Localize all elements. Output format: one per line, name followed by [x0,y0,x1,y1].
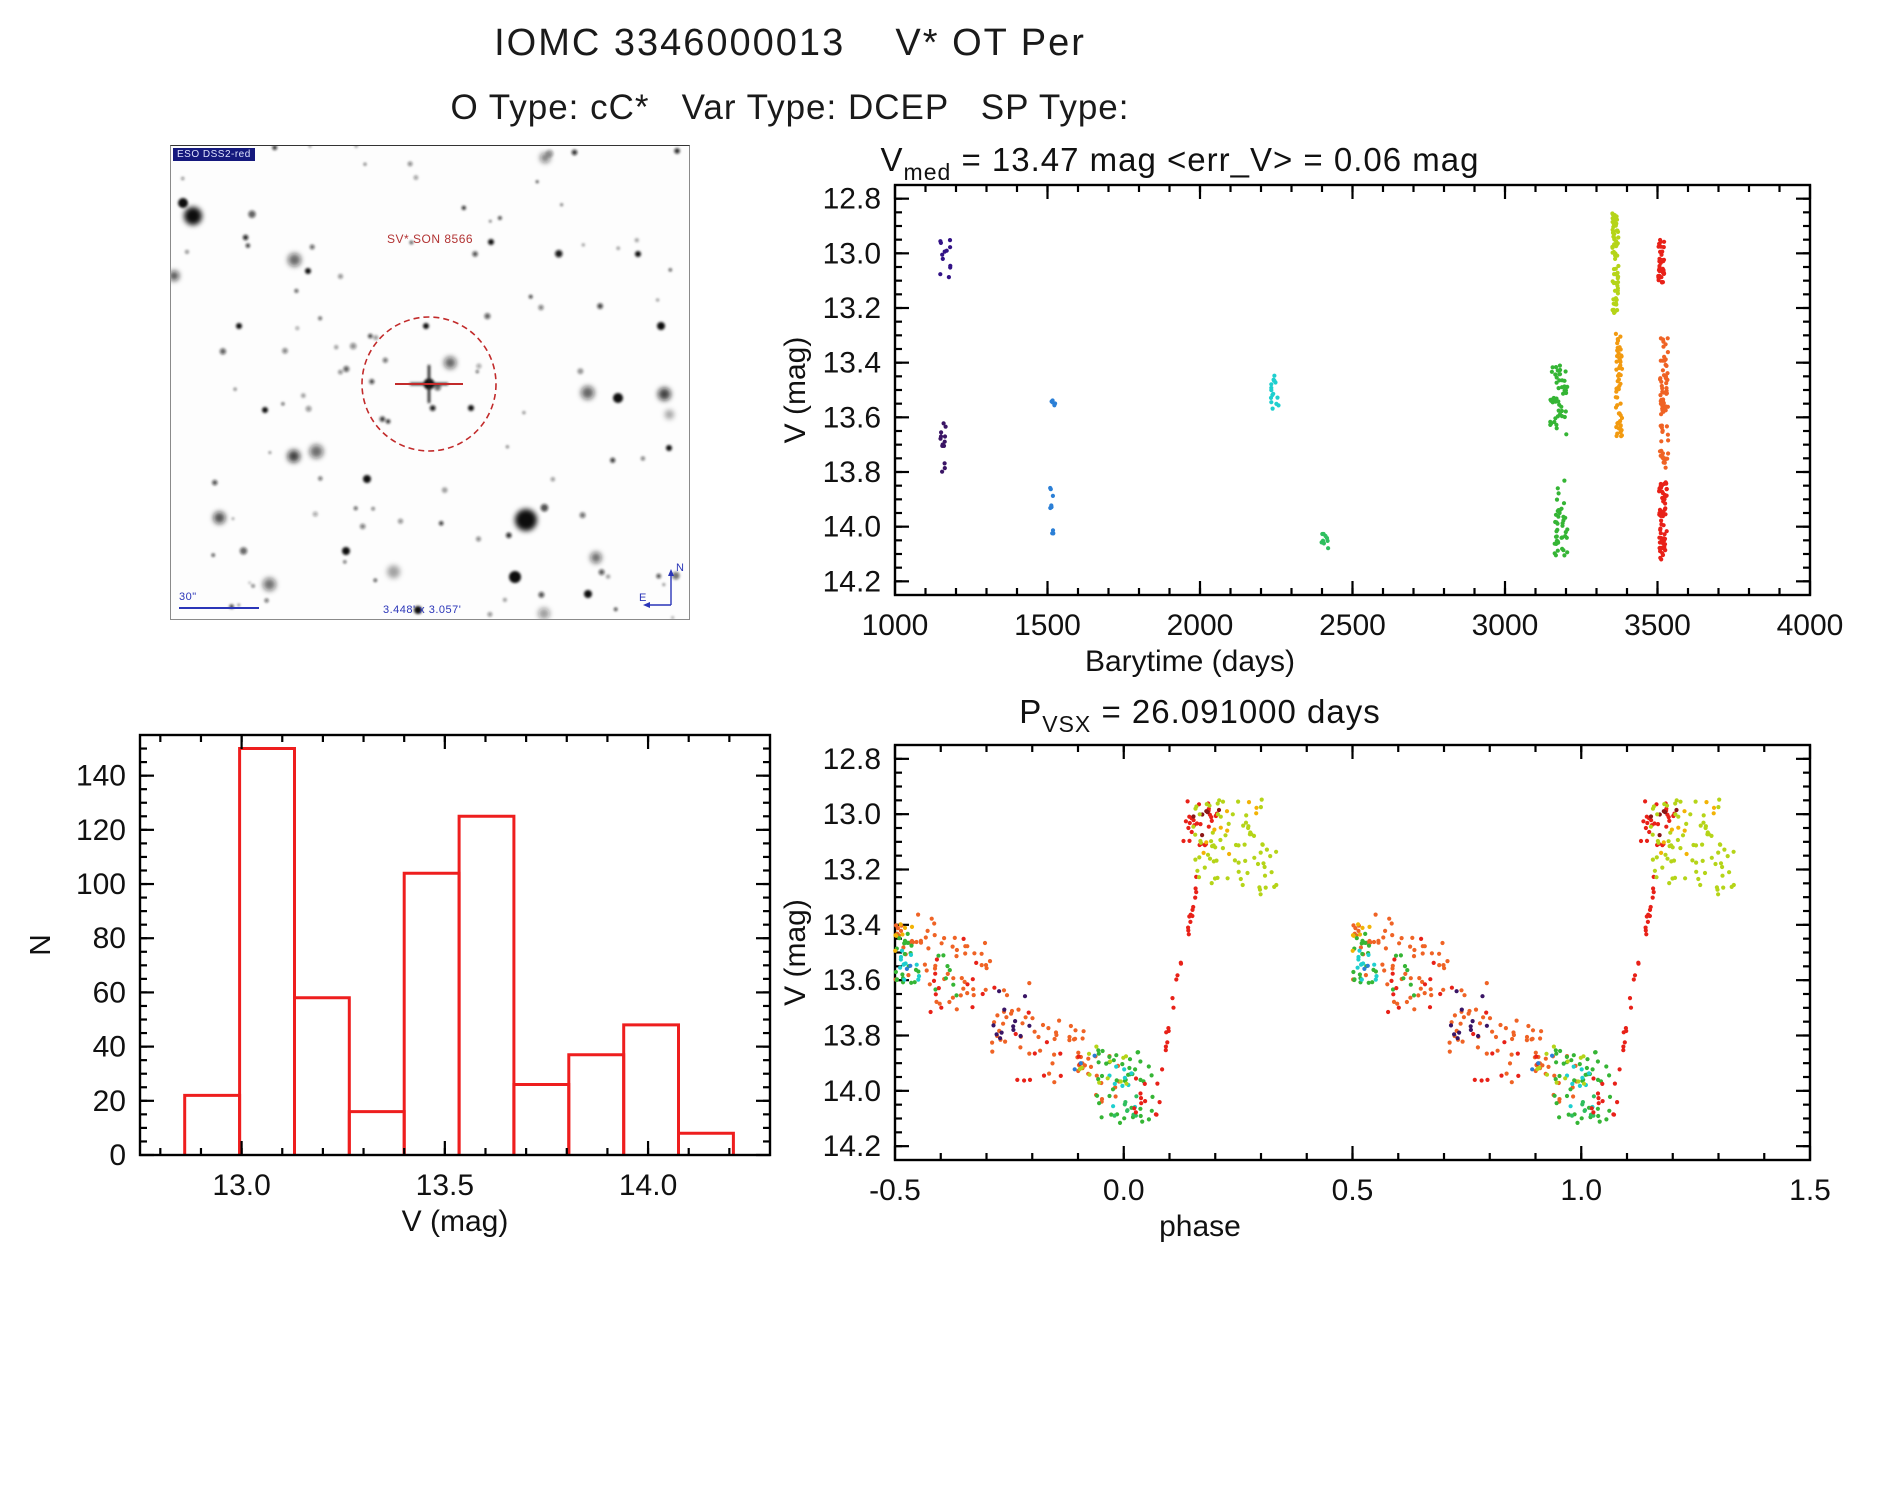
svg-text:14.0: 14.0 [619,1169,677,1202]
svg-text:0.5: 0.5 [1332,1174,1374,1207]
finder-chart-panel: ESO DSS2-red SV* SON 8566 30" 3.448' x 3… [170,145,690,620]
svg-text:3000: 3000 [1472,609,1539,642]
svg-text:2000: 2000 [1167,609,1234,642]
svg-text:40: 40 [93,1031,126,1064]
svg-text:12.8: 12.8 [823,183,881,216]
compass-north-label: N [676,562,684,574]
svg-text:20: 20 [93,1085,126,1118]
svg-text:13.4: 13.4 [823,909,881,942]
target-star-label: SV* SON 8566 [387,232,474,246]
histogram-bar [512,1083,571,1155]
histogram-bar [183,1093,242,1155]
svg-text:V (mag): V (mag) [779,899,812,1006]
svg-text:13.2: 13.2 [823,854,881,887]
svg-text:14.0: 14.0 [823,511,881,544]
lightcurve-chart: 1000 1500 2000 2500 3000 3500 4000 12.8 13.0 13.2… [770,140,1889,695]
magnitude-histogram-chart: 13.0 13.5 14.0 0 20 40 60 80 100 120 140 V (mag) N [24,700,820,1305]
svg-text:13.5: 13.5 [416,1169,474,1202]
compass-east-arrowhead [643,602,650,608]
svg-text:13.2: 13.2 [823,292,881,325]
svg-text:60: 60 [93,976,126,1009]
svg-text:80: 80 [93,922,126,955]
svg-text:13.8: 13.8 [823,1020,881,1053]
scale-bar [179,607,259,609]
svg-text:14.2: 14.2 [823,565,881,598]
svg-text:Vmed = 13.47 mag <err_V> = 0.0: Vmed = 13.47 mag <err_V> = 0.06 mag [881,141,1480,185]
svg-text:13.8: 13.8 [823,456,881,489]
fov-label: 3.448' x 3.057' [383,604,462,616]
histogram-plot: 13.0 13.5 14.0 0 20 40 60 80 100 120 140 V (mag) N [24,733,772,1238]
svg-text:120: 120 [76,814,126,847]
compass-east-label: E [639,592,647,604]
compass-north-arrowhead [668,569,674,576]
svg-text:1500: 1500 [1014,609,1081,642]
lightcurve-plot: 1000 1500 2000 2500 3000 3500 4000 12.8 13.0 13.2… [779,141,1844,678]
phase-plot: -0.5 0.0 0.5 1.0 1.5 12.8 13.0 13.2 13.4 13.6 13.8… [779,693,1831,1243]
histogram-bar [347,1110,406,1155]
starfield-image [171,146,680,619]
svg-text:1.0: 1.0 [1560,1174,1602,1207]
svg-text:13.0: 13.0 [823,237,881,270]
svg-text:13.4: 13.4 [823,347,881,380]
target-circle-marker [361,316,497,452]
svg-text:14.2: 14.2 [823,1130,881,1163]
svg-text:4000: 4000 [1777,609,1844,642]
svg-text:140: 140 [76,760,126,793]
svg-text:100: 100 [76,868,126,901]
page-subtitle: O Type: cC* Var Type: DCEP SP Type: [450,88,1130,127]
histogram-bar [402,871,461,1155]
svg-text:13.6: 13.6 [823,401,881,434]
histogram-bar [677,1131,735,1155]
svg-text:N: N [30,934,57,956]
svg-text:2500: 2500 [1319,609,1386,642]
svg-text:PVSX = 26.091000 days: PVSX = 26.091000 days [1019,693,1381,737]
svg-text:13.6: 13.6 [823,964,881,997]
histogram-bar [622,1023,680,1155]
svg-text:V (mag): V (mag) [402,1205,509,1238]
svg-text:Barytime (days): Barytime (days) [1085,645,1295,678]
svg-text:V (mag): V (mag) [779,337,812,444]
svg-text:1.5: 1.5 [1789,1174,1831,1207]
histogram-bar [293,996,351,1155]
histogram-bar [457,814,516,1155]
svg-text:12.8: 12.8 [823,743,881,776]
page-title: IOMC 3346000013 V* OT Per [494,22,1086,64]
histogram-bar [567,1053,626,1155]
svg-text:phase: phase [1159,1210,1241,1243]
svg-text:14.0: 14.0 [823,1075,881,1108]
svg-text:0.0: 0.0 [1103,1174,1145,1207]
svg-text:13.0: 13.0 [823,798,881,831]
histogram-bar [238,747,296,1155]
survey-label: ESO DSS2-red [173,148,255,161]
svg-text:13.0: 13.0 [212,1169,270,1202]
phase-folded-chart: -0.5 0.0 0.5 1.0 1.5 12.8 13.0 13.2 13.4 13.6 13.8… [770,690,1889,1295]
compass-icon: N E [639,562,684,608]
svg-text:3500: 3500 [1624,609,1691,642]
svg-text:1000: 1000 [862,609,929,642]
scale-label: 30" [179,591,197,603]
svg-text:0: 0 [109,1139,126,1172]
svg-text:-0.5: -0.5 [869,1174,921,1207]
